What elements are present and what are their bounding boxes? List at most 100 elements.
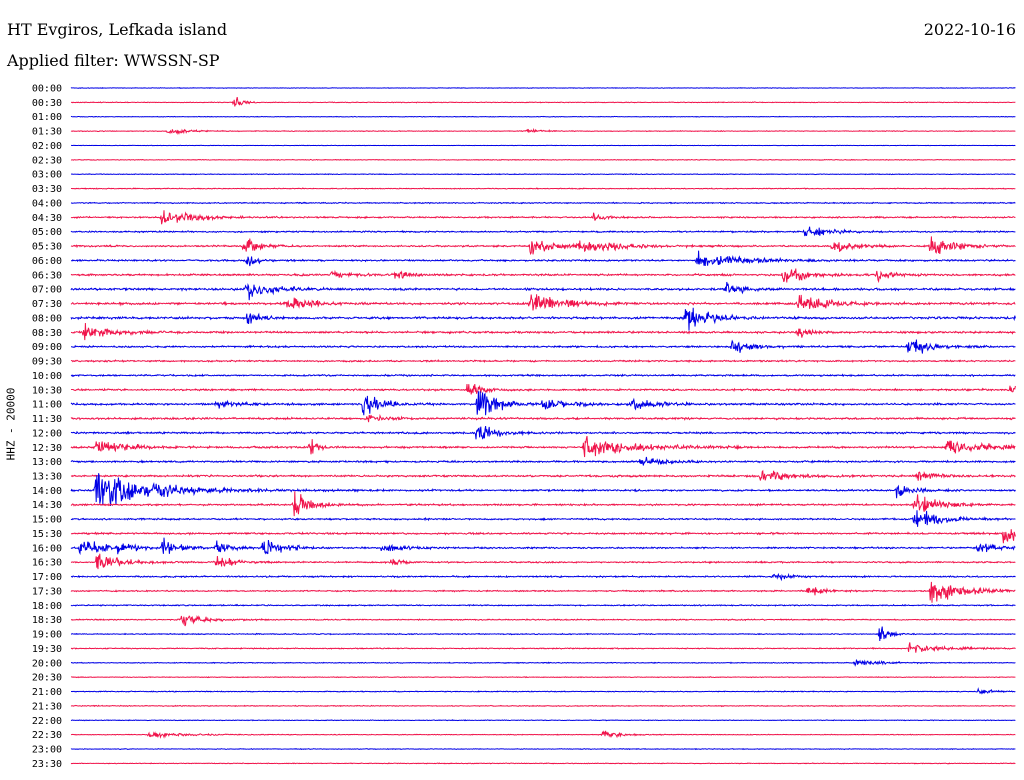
trace-row-1530	[70, 529, 1016, 544]
row-time-label: 12:00	[32, 428, 62, 439]
row-time-label: 03:30	[32, 184, 62, 195]
row-time-label: 02:00	[32, 141, 62, 152]
trace-row-0630	[70, 268, 1016, 284]
row-time-label: 11:30	[32, 414, 62, 425]
row-time-label: 09:30	[32, 357, 62, 368]
trace-row-1030	[70, 383, 1016, 395]
row-time-label: 07:30	[32, 299, 62, 310]
row-time-label: 03:00	[32, 170, 62, 181]
trace-row-2200	[70, 719, 1016, 722]
row-time-label: 19:00	[32, 630, 62, 641]
trace-row-0430	[70, 210, 1016, 225]
row-time-label: 01:30	[32, 127, 62, 138]
row-time-label: 23:00	[32, 745, 62, 756]
trace-row-1930	[70, 642, 1016, 653]
row-time-label: 02:30	[32, 155, 62, 166]
row-time-label: 14:30	[32, 500, 62, 511]
trace-row-1130	[70, 413, 1016, 423]
trace-row-1300	[70, 456, 1016, 466]
trace-row-0030	[70, 96, 1016, 107]
row-time-label: 04:00	[32, 198, 62, 209]
row-time-label: 06:00	[32, 256, 62, 267]
row-time-label: 20:00	[32, 658, 62, 669]
trace-row-0100	[70, 115, 1016, 118]
row-time-label: 20:30	[32, 673, 62, 684]
hour-label-group: 00:00 00:30 01:00 01:30 02:00 02:30 03:00 03:30…	[32, 84, 62, 770]
trace-row-0000	[70, 87, 1016, 89]
trace-row-2100	[71, 687, 1016, 695]
trace-row-0530	[70, 236, 1016, 256]
trace-row-1400	[70, 473, 1016, 506]
trace-row-0500	[70, 226, 1016, 237]
trace-row-1700	[70, 572, 1016, 582]
row-time-label: 12:30	[32, 443, 62, 454]
row-time-label: 15:30	[32, 529, 62, 540]
row-time-label: 18:30	[32, 615, 62, 626]
row-time-label: 23:30	[32, 759, 62, 770]
row-time-label: 01:00	[32, 112, 62, 123]
trace-row-0200	[70, 144, 1016, 147]
row-time-label: 15:00	[32, 515, 62, 526]
row-time-label: 05:00	[32, 227, 62, 238]
row-time-label: 21:30	[32, 701, 62, 712]
trace-row-2000	[70, 658, 1016, 667]
station-title: HT Evgiros, Lefkada island	[7, 20, 228, 39]
trace-row-2300	[70, 747, 1016, 751]
row-time-label: 19:30	[32, 644, 62, 655]
trace-row-0730	[70, 294, 1016, 311]
trace-row-0930	[70, 359, 1016, 364]
filter-label: Applied filter: WWSSN-SP	[7, 51, 220, 70]
row-time-label: 04:30	[32, 213, 62, 224]
row-time-label: 00:00	[32, 84, 62, 95]
row-time-label: 13:30	[32, 471, 62, 482]
trace-row-1000	[70, 373, 1016, 378]
trace-row-0230	[70, 158, 1016, 161]
trace-row-1830	[70, 615, 1016, 627]
trace-row-2030	[70, 676, 1016, 679]
row-time-label: 08:00	[32, 313, 62, 324]
row-time-label: 11:00	[32, 400, 62, 411]
row-time-label: 22:30	[32, 730, 62, 741]
trace-row-0330	[70, 187, 1016, 190]
trace-row-1100	[70, 391, 1016, 416]
row-time-label: 14:00	[32, 486, 62, 497]
trace-row-0800	[70, 307, 1016, 331]
row-time-label: 22:00	[32, 716, 62, 727]
row-time-label: 13:00	[32, 457, 62, 468]
trace-row-2230	[70, 730, 1016, 739]
row-time-label: 07:00	[32, 285, 62, 296]
trace-row-0900	[70, 339, 1016, 354]
trace-row-0600	[70, 250, 1016, 267]
trace-row-1230	[70, 435, 1016, 458]
trace-row-0700	[70, 281, 1016, 301]
trace-row-0830	[70, 323, 1016, 341]
trace-group	[70, 87, 1016, 765]
trace-row-2330	[70, 762, 1016, 765]
trace-row-0130	[70, 127, 1016, 135]
trace-row-1630	[70, 553, 1016, 570]
row-time-label: 08:30	[32, 328, 62, 339]
row-time-label: 16:30	[32, 558, 62, 569]
row-time-label: 17:30	[32, 586, 62, 597]
trace-row-1200	[70, 426, 1016, 440]
row-time-label: 18:00	[32, 601, 62, 612]
trace-row-1500	[70, 510, 1016, 527]
trace-row-1330	[70, 469, 1016, 481]
row-time-label: 17:00	[32, 572, 62, 583]
row-time-label: 16:00	[32, 543, 62, 554]
row-time-label: 06:30	[32, 270, 62, 281]
row-time-label: 10:00	[32, 371, 62, 382]
trace-row-0300	[70, 173, 1016, 176]
trace-row-1900	[70, 626, 1016, 642]
date-label: 2022-10-16	[923, 20, 1016, 39]
trace-row-2130	[70, 704, 1016, 708]
row-time-label: 10:30	[32, 385, 62, 396]
row-time-label: 00:30	[32, 98, 62, 109]
trace-row-1730	[70, 581, 1016, 603]
trace-row-1600	[70, 537, 1016, 556]
trace-row-1800	[70, 603, 1016, 607]
row-time-label: 21:00	[32, 687, 62, 698]
trace-row-0400	[70, 201, 1016, 205]
row-time-label: 09:00	[32, 342, 62, 353]
